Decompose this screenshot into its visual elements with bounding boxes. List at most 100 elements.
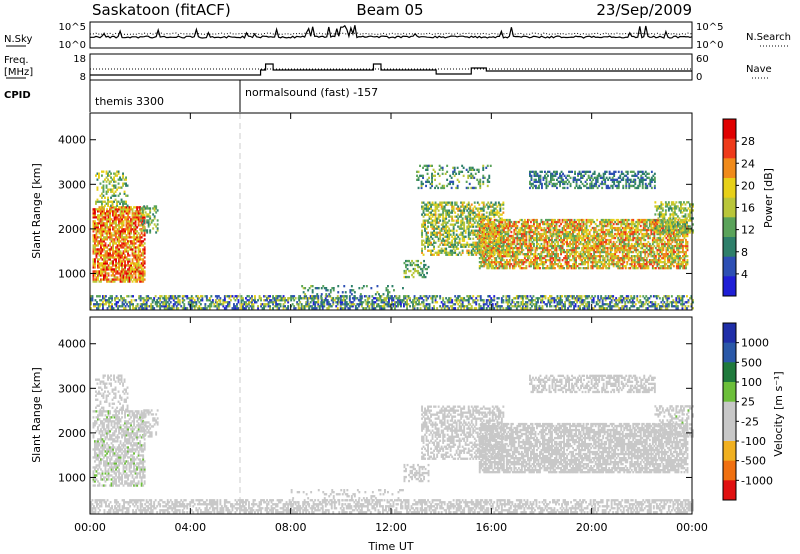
heatmap-cell	[484, 244, 487, 248]
heatmap-cell	[113, 208, 116, 211]
heatmap-cell	[198, 297, 201, 300]
heatmap-cell	[442, 219, 445, 222]
heatmap-cell	[151, 299, 154, 302]
heatmap-cell	[522, 267, 525, 270]
heatmap-cell	[306, 299, 309, 302]
heatmap-cell	[488, 205, 491, 208]
heatmap-cell	[267, 303, 270, 306]
heatmap-cell	[254, 301, 256, 304]
heatmap-cell	[596, 263, 599, 266]
heatmap-cell	[578, 230, 580, 234]
heatmap-cell	[522, 234, 525, 238]
heatmap-cell	[125, 224, 128, 227]
heatmap-cell	[551, 257, 553, 260]
heatmap-cell	[454, 223, 457, 226]
heatmap-cell	[555, 238, 558, 242]
cpid-panel: CPID themis 3300 normalsound (fast) -157	[4, 80, 378, 112]
heatmap-cell	[484, 238, 487, 242]
heatmap-cell	[527, 259, 529, 262]
heatmap-cell	[101, 216, 104, 219]
heatmap-cell	[473, 299, 476, 302]
heatmap-cell	[139, 270, 142, 273]
heatmap-cell	[472, 299, 475, 302]
heatmap-cell	[103, 236, 105, 239]
heatmap-cell	[118, 278, 120, 281]
heatmap-cell	[269, 295, 271, 298]
heatmap-cell	[502, 238, 505, 242]
heatmap-cell	[101, 224, 104, 227]
heatmap-cell	[592, 307, 595, 310]
heatmap-cell	[667, 297, 670, 300]
heatmap-cell	[113, 214, 116, 217]
heatmap-cell	[513, 259, 516, 262]
heatmap-cell	[100, 299, 103, 302]
heatmap-cell	[125, 218, 128, 221]
heatmap-cell	[489, 255, 492, 258]
heatmap-cell	[136, 262, 139, 265]
heatmap-cell	[670, 301, 673, 304]
heatmap-cell	[475, 301, 478, 304]
heatmap-cell	[143, 266, 146, 269]
heatmap-cell	[123, 192, 126, 195]
heatmap-cell	[174, 297, 177, 300]
heatmap-cell	[539, 226, 541, 230]
heatmap-cell	[502, 251, 505, 254]
heatmap-cell	[124, 299, 127, 302]
heatmap-cell	[560, 263, 562, 266]
heatmap-cell	[448, 201, 451, 204]
heatmap-cell	[121, 218, 123, 221]
heatmap-cell	[264, 305, 267, 308]
heatmap-cell	[586, 301, 589, 304]
heatmap-cell	[499, 305, 502, 308]
heatmap-cell	[585, 250, 588, 254]
heatmap-cell	[678, 297, 681, 300]
heatmap-cell	[532, 299, 535, 302]
heatmap-cell	[541, 299, 544, 302]
heatmap-cell	[570, 265, 573, 268]
heatmap-cell	[480, 220, 483, 224]
heatmap-cell	[493, 232, 496, 236]
heatmap-cell	[505, 261, 508, 264]
heatmap-cell	[240, 299, 243, 302]
heatmap-cell	[124, 270, 126, 273]
heatmap-cell	[101, 192, 103, 195]
heatmap-cell	[360, 305, 363, 308]
heatmap-cell	[523, 244, 526, 248]
heatmap-cell	[648, 297, 651, 300]
heatmap-cell	[499, 307, 502, 310]
heatmap-cell	[175, 305, 178, 308]
heatmap-cell	[502, 299, 505, 302]
heatmap-cell	[601, 301, 604, 304]
heatmap-cell	[305, 297, 308, 300]
heatmap-cell	[493, 209, 496, 212]
heatmap-cell	[98, 228, 101, 231]
heatmap-cell	[437, 245, 440, 248]
heatmap-cell	[119, 226, 122, 229]
heatmap-cell	[116, 278, 119, 281]
heatmap-cell	[91, 297, 94, 300]
heatmap-cell	[422, 215, 425, 218]
heatmap-cell	[136, 264, 139, 267]
heatmap-cell	[214, 301, 217, 304]
heatmap-cell	[356, 297, 359, 300]
heatmap-cell	[514, 232, 517, 236]
heatmap-cell	[107, 244, 110, 247]
heatmap-cell	[424, 223, 426, 226]
heatmap-cell	[139, 274, 142, 277]
heatmap-cell	[479, 253, 482, 256]
heatmap-cell	[661, 305, 664, 308]
heatmap-cell	[574, 303, 577, 306]
heatmap-cell	[101, 266, 104, 269]
heatmap-cell	[130, 208, 132, 211]
heatmap-cell	[122, 172, 124, 175]
heatmap-cell	[590, 265, 593, 268]
heatmap-cell	[374, 307, 377, 310]
heatmap-cell	[397, 305, 399, 308]
heatmap-cell	[470, 203, 473, 206]
heatmap-cell	[266, 299, 268, 302]
heatmap-cell	[517, 232, 520, 236]
heatmap-cell	[100, 228, 102, 231]
heatmap-cell	[564, 259, 567, 262]
heatmap-cell	[103, 258, 105, 261]
